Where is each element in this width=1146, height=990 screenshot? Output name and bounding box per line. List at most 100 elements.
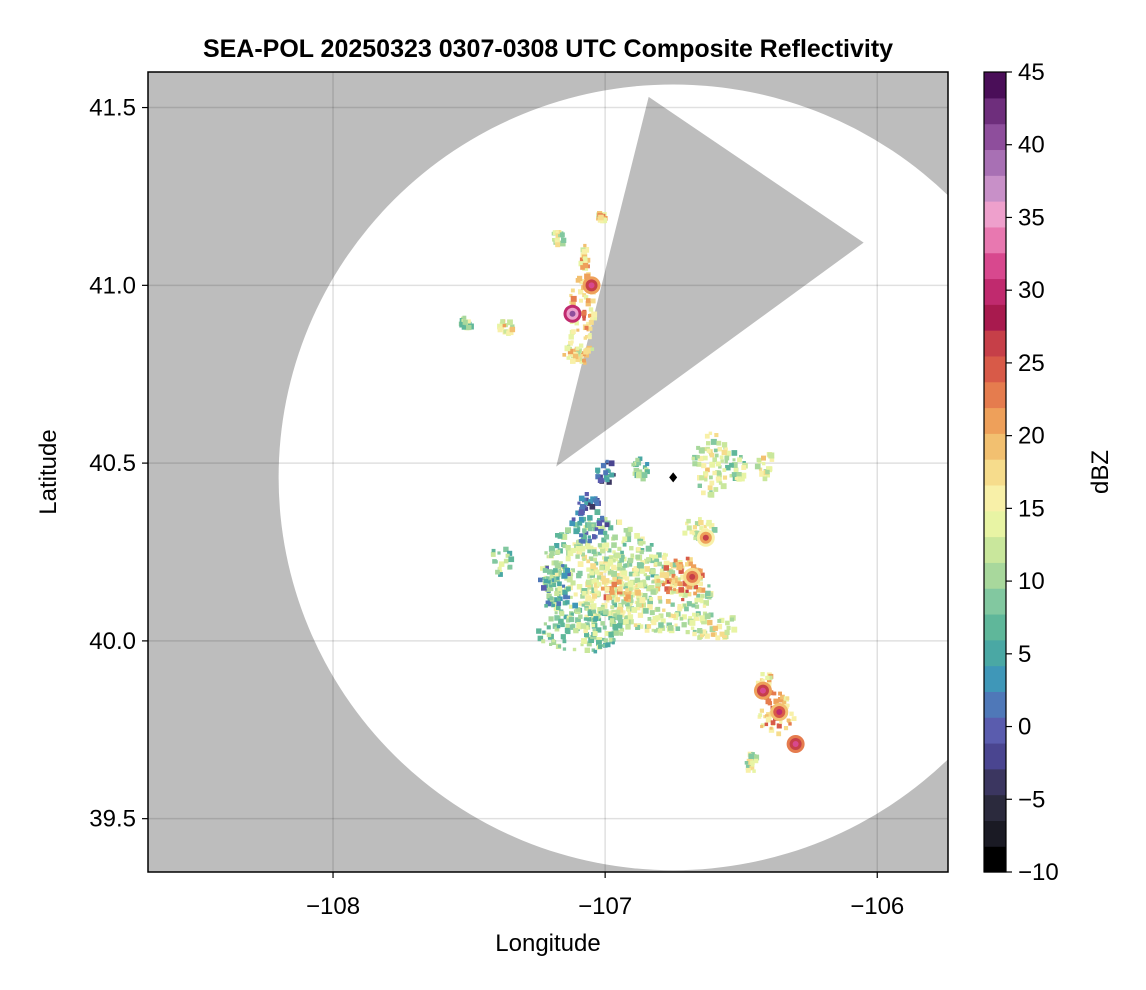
echo-pixel (780, 694, 785, 700)
echo-pixel (628, 587, 633, 592)
echo-pixel (549, 642, 553, 646)
echo-pixel (634, 533, 640, 539)
echo-pixel (605, 589, 609, 594)
echo-maximum (776, 709, 783, 715)
echo-pixel (579, 503, 586, 510)
echo-pixel (626, 594, 631, 600)
echo-pixel (731, 626, 738, 633)
echo-pixel (717, 446, 722, 452)
echo-pixel (776, 731, 782, 737)
echo-pixel (570, 295, 577, 302)
echo-pixel (584, 647, 590, 653)
echo-pixel (559, 240, 566, 247)
echo-pixel (498, 572, 503, 577)
colorbar-bin (984, 201, 1006, 228)
colorbar-bin (984, 742, 1006, 770)
echo-pixel (696, 593, 701, 598)
echo-pixel (506, 330, 511, 335)
y-tick-label: 41.0 (89, 272, 136, 299)
colorbar-bin (984, 717, 1006, 744)
colorbar-bin (984, 433, 1006, 460)
echo-pixel (591, 603, 597, 609)
echo-pixel (724, 460, 728, 464)
echo-pixel (656, 552, 662, 558)
echo-pixel (779, 720, 783, 724)
echo-pixel (554, 591, 559, 596)
echo-pixel (565, 545, 571, 551)
echo-pixel (581, 249, 588, 255)
echo-pixel (577, 561, 584, 567)
echo-pixel (641, 593, 648, 599)
echo-pixel (545, 565, 549, 570)
echo-pixel (704, 613, 711, 620)
echo-pixel (692, 612, 696, 617)
echo-pixel (583, 352, 589, 358)
echo-pixel (461, 325, 467, 330)
echo-pixel (582, 317, 586, 321)
echo-pixel (587, 573, 593, 579)
echo-pixel (773, 698, 779, 704)
echo-pixel (555, 233, 560, 238)
echo-pixel (635, 457, 640, 462)
echo-pixel (603, 517, 608, 521)
echo-pixel (554, 615, 560, 621)
echo-pixel (646, 624, 652, 629)
echo-pixel (669, 570, 676, 577)
echo-pixel (556, 576, 560, 580)
echo-pixel (628, 590, 632, 595)
echo-pixel (510, 324, 515, 329)
echo-pixel (605, 459, 609, 463)
echo-pixel (590, 347, 595, 351)
echo-pixel (596, 525, 602, 531)
echo-pixel (604, 534, 610, 540)
echo-pixel (549, 587, 554, 592)
echo-pixel (598, 551, 602, 556)
echo-pixel (638, 541, 644, 546)
echo-pixel (733, 467, 739, 473)
colorbar-bin (984, 381, 1006, 409)
echo-pixel (609, 618, 615, 623)
echo-pixel (708, 612, 714, 618)
echo-pixel (570, 580, 576, 586)
echo-pixel (628, 571, 634, 577)
echo-pixel (691, 603, 696, 608)
echo-pixel (635, 625, 641, 630)
echo-pixel (693, 591, 697, 596)
echo-pixel (649, 543, 654, 547)
echo-pixel (636, 562, 643, 568)
echo-pixel (578, 260, 584, 267)
echo-pixel (644, 628, 650, 633)
echo-pixel (674, 575, 678, 579)
echo-pixel (664, 553, 668, 557)
echo-pixel (626, 608, 631, 613)
echo-pixel (570, 547, 576, 554)
echo-pixel (668, 586, 673, 591)
echo-pixel (565, 556, 571, 562)
echo-pixel (633, 566, 640, 572)
echo-pixel (704, 633, 710, 639)
echo-pixel (558, 234, 562, 238)
echo-pixel (564, 345, 571, 352)
echo-pixel (582, 262, 589, 269)
echo-pixel (557, 644, 562, 648)
echo-pixel (556, 601, 562, 606)
echo-pixel (776, 723, 782, 729)
echo-pixel (554, 239, 559, 244)
echo-pixel (554, 611, 558, 615)
echo-pixel (564, 567, 571, 574)
echo-pixel (551, 603, 556, 607)
echo-pixel (558, 618, 564, 624)
echo-pixel (716, 461, 721, 467)
echo-pixel (762, 461, 766, 466)
echo-pixel (686, 591, 692, 597)
colorbar-tick-label: 40 (1018, 132, 1045, 159)
echo-pixel (676, 577, 681, 582)
echo-pixel (553, 560, 559, 566)
echo-pixel (611, 641, 615, 645)
echo-pixel (670, 602, 675, 607)
echo-pixel (607, 558, 613, 564)
echo-pixel (575, 607, 581, 612)
echo-pixel (721, 442, 728, 448)
x-axis-label: Longitude (495, 930, 600, 957)
